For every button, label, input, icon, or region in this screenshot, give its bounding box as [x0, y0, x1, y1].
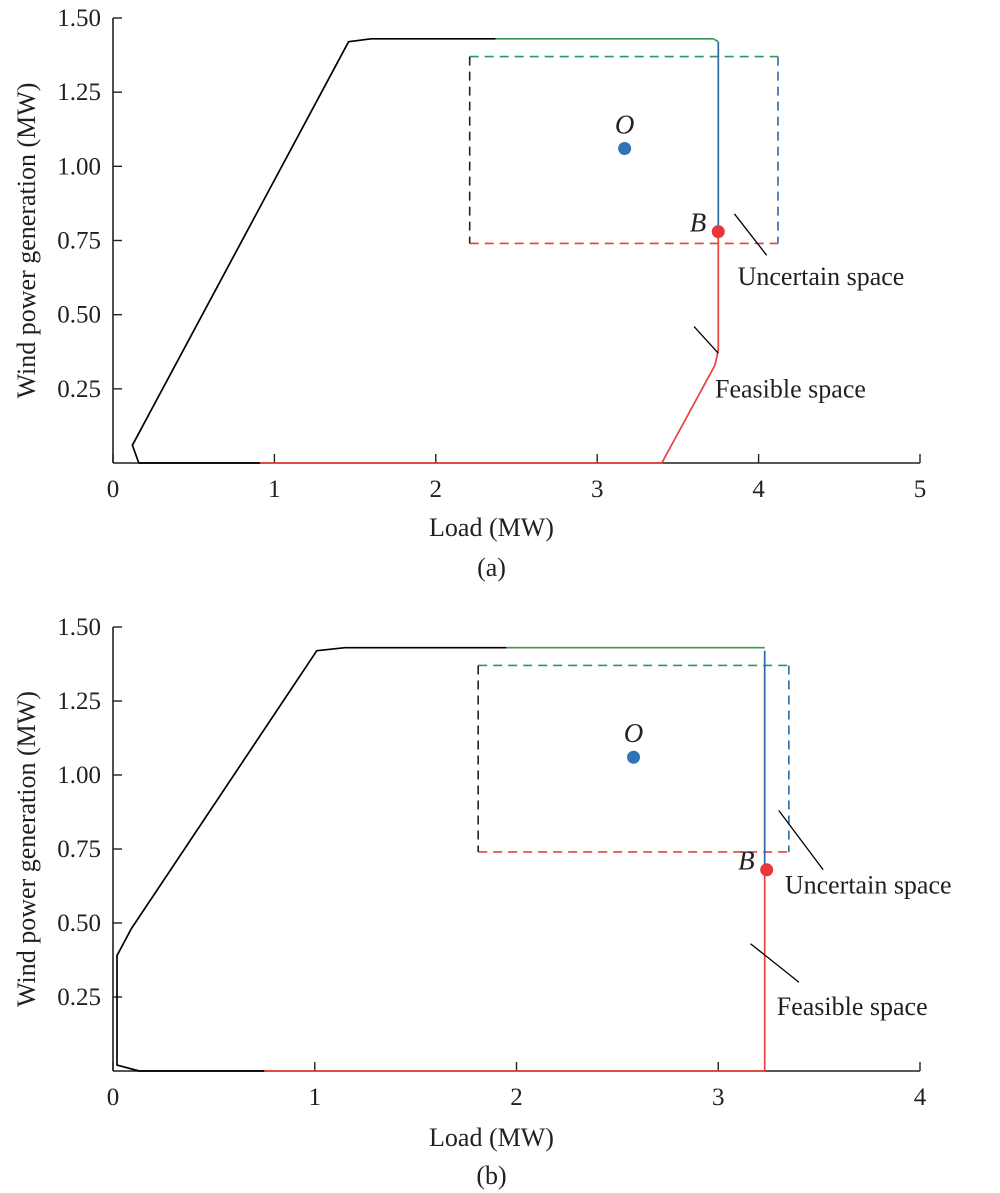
point-o: [618, 142, 632, 156]
annotation-label: Uncertain space: [738, 262, 905, 291]
y-tick-label: 0.25: [57, 984, 101, 1011]
point-o: [627, 750, 641, 764]
annotation-leader: [778, 810, 824, 871]
point-label-o: O: [615, 110, 635, 140]
x-tick-label: 2: [510, 1084, 523, 1111]
point-b: [711, 225, 725, 239]
boundary-series-0: [131, 37, 496, 464]
point-label-b: B: [738, 846, 755, 876]
point-b: [760, 863, 774, 877]
annotation-label: Feasible space: [777, 992, 928, 1021]
annotation-label: Uncertain space: [785, 870, 952, 899]
y-tick-label: 0.75: [57, 228, 101, 255]
chart-panel-a: 0 1 2 3 4 5 0.25 0.50 0.75 1.00 1.25 1.50 Load (MW) W…: [12, 5, 926, 582]
x-tick-label: 0: [107, 1084, 120, 1111]
y-axis-title: Wind power generation (MW): [12, 83, 41, 399]
boundary-series-3: [495, 37, 719, 43]
annotation-leader: [733, 213, 768, 256]
chart-panel-b: 0 1 2 3 4 0.25 0.50 0.75 1.00 1.25 1.50 Load (MW) Wi…: [12, 614, 952, 1190]
annotation-leader: [750, 943, 800, 983]
x-tick-label: 5: [914, 476, 927, 503]
x-tick-label: 4: [914, 1084, 927, 1111]
y-tick-label: 1.50: [57, 5, 101, 32]
x-tick-label: 4: [752, 476, 765, 503]
y-axis-title: Wind power generation (MW): [12, 691, 41, 1007]
x-axis-title: Load (MW): [429, 513, 554, 542]
x-tick-label: 3: [591, 476, 604, 503]
y-tick-label: 0.75: [57, 836, 101, 863]
y-tick-label: 0.25: [57, 376, 101, 403]
y-tick-label: 0.50: [57, 302, 101, 329]
annotation-leader: [693, 326, 719, 354]
x-tick-label: 3: [712, 1084, 725, 1111]
point-label-b: B: [690, 208, 707, 238]
y-tick-label: 1.50: [57, 614, 101, 641]
x-tick-label: 2: [430, 476, 443, 503]
y-tick-label: 1.00: [57, 762, 101, 789]
boundary-series-0: [116, 646, 507, 1072]
y-tick-label: 1.25: [57, 688, 101, 715]
annotation-label: Feasible space: [715, 375, 866, 404]
x-tick-label: 1: [309, 1084, 322, 1111]
x-tick-label: 1: [268, 476, 281, 503]
x-tick-label: 0: [107, 476, 120, 503]
boundary-series-1: [259, 231, 720, 464]
y-tick-label: 1.00: [57, 153, 101, 180]
y-tick-label: 0.50: [57, 910, 101, 937]
x-axis-title: Load (MW): [429, 1123, 554, 1152]
point-label-o: O: [624, 718, 644, 748]
panel-caption: (b): [476, 1161, 506, 1190]
panel-caption: (a): [477, 553, 506, 582]
y-tick-label: 1.25: [57, 79, 101, 106]
boundary-series-1: [264, 869, 766, 1072]
